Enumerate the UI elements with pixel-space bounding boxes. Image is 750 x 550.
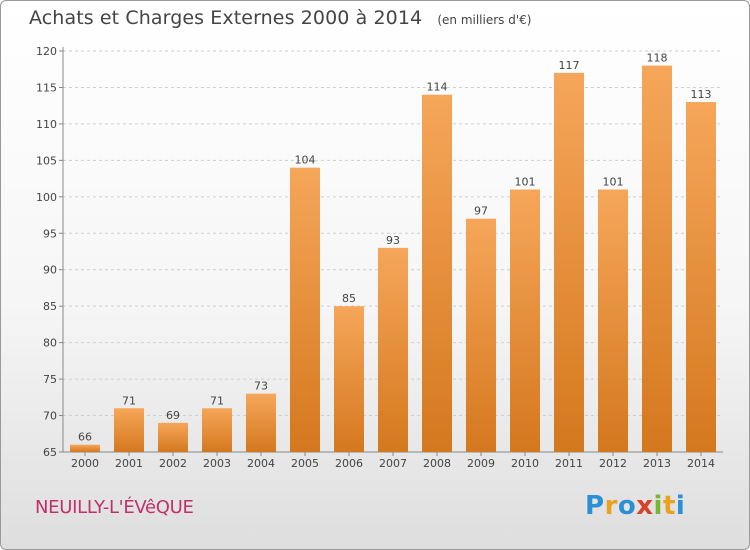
- data-label: 71: [210, 394, 224, 407]
- bar-2009: [466, 218, 496, 452]
- y-tick-label: 105: [36, 154, 57, 167]
- y-tick-label: 75: [43, 373, 57, 386]
- data-labels: 66 71 69 71 73 104 85 93 114 97 101 117 101 118 113: [78, 52, 712, 444]
- bar-2004: [246, 393, 276, 452]
- bar-2003: [202, 408, 232, 452]
- y-tick-label: 70: [43, 410, 57, 423]
- x-tick-label: 2013: [643, 457, 671, 470]
- y-tick-label: 85: [43, 300, 57, 313]
- bar-2001: [114, 408, 144, 452]
- x-tick-label: 2012: [599, 457, 627, 470]
- y-tick-label: 115: [36, 81, 57, 94]
- y-tick-label: 100: [36, 191, 57, 204]
- logo-letter: r: [604, 491, 618, 521]
- logo-letter: i: [675, 491, 686, 521]
- data-label: 117: [559, 59, 580, 72]
- logo-letter: x: [636, 491, 654, 521]
- data-label: 73: [254, 380, 268, 393]
- data-label: 114: [427, 81, 448, 94]
- data-label: 104: [295, 154, 316, 167]
- x-tick-label: 2009: [467, 457, 495, 470]
- data-label: 69: [166, 409, 180, 422]
- y-tick-label: 65: [43, 446, 57, 459]
- bar-2005: [290, 167, 320, 452]
- x-tick-label: 2003: [203, 457, 231, 470]
- logo-letter: o: [617, 491, 637, 521]
- y-tick-label: 110: [36, 118, 57, 131]
- y-tick-label: 80: [43, 337, 57, 350]
- x-tick-label: 2008: [423, 457, 451, 470]
- data-label: 71: [122, 394, 136, 407]
- x-tick-label: 2002: [159, 457, 187, 470]
- logo-letter: i: [653, 491, 663, 521]
- data-label: 93: [386, 234, 400, 247]
- x-tick-label: 2006: [335, 457, 363, 470]
- y-tick-label: 120: [36, 45, 57, 58]
- chart-subtitle: (en milliers d'€): [437, 13, 532, 27]
- x-tick-label: 2007: [379, 457, 407, 470]
- chart-title: Achats et Charges Externes 2000 à 2014: [29, 7, 423, 29]
- data-label: 101: [515, 176, 536, 189]
- x-tick-label: 2005: [291, 457, 319, 470]
- x-tick-label: 2001: [115, 457, 143, 470]
- bar-2006: [334, 306, 364, 452]
- y-tick-label: 95: [43, 227, 57, 240]
- y-tick-label: 90: [43, 264, 57, 277]
- bar-2012: [598, 189, 628, 452]
- bar-2014: [686, 102, 716, 452]
- data-label: 97: [474, 205, 488, 218]
- x-tick-label: 2011: [555, 457, 583, 470]
- x-tick-label: 2004: [247, 457, 275, 470]
- title-row: Achats et Charges Externes 2000 à 2014 (…: [29, 7, 531, 29]
- data-label: 85: [342, 292, 356, 305]
- x-tick-label: 2000: [71, 457, 99, 470]
- bar-2007: [378, 247, 408, 452]
- logo-letter: t: [662, 491, 676, 521]
- data-label: 101: [603, 176, 624, 189]
- logo-letter: P: [585, 491, 605, 521]
- data-label: 66: [78, 431, 92, 444]
- bars: [70, 65, 716, 452]
- bar-2011: [554, 72, 584, 452]
- bar-2010: [510, 189, 540, 452]
- bar-2008: [422, 94, 452, 452]
- bar-2013: [642, 65, 672, 452]
- x-tick-label: 2010: [511, 457, 539, 470]
- bar-2000: [70, 444, 100, 452]
- data-label: 118: [647, 52, 668, 65]
- x-tick-label: 2014: [687, 457, 715, 470]
- axes: 65 70 75 80 85 90 95 100 105 110 115 120 2000 2001 200…: [36, 45, 723, 470]
- data-label: 113: [691, 88, 712, 101]
- proxiti-logo: Proxiti: [585, 491, 685, 521]
- bar-2002: [158, 422, 188, 452]
- commune-name: NEUILLY-L'ÉVêQUE: [35, 497, 194, 518]
